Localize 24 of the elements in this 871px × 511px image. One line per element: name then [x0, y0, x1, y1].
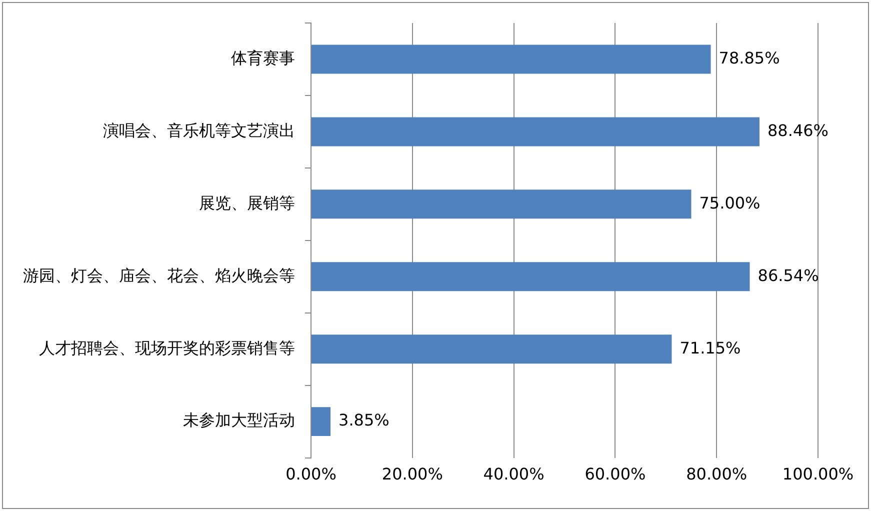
bar — [312, 190, 692, 219]
x-tick-label: 40.00% — [483, 464, 544, 484]
bar — [312, 117, 760, 146]
y-tick-label: 人才招聘会、现场开奖的彩票销售等 — [39, 338, 295, 358]
x-tick-label: 0.00% — [286, 464, 336, 484]
bar — [312, 44, 711, 74]
y-tick-label: 展览、展销等 — [199, 193, 295, 212]
x-tick-label: 100.00% — [782, 464, 854, 484]
x-tick-label: 80.00% — [686, 464, 748, 484]
data-label: 75.00% — [699, 193, 760, 212]
data-label: 88.46% — [767, 120, 829, 140]
y-tick-label: 体育赛事 — [231, 48, 295, 68]
bar — [312, 407, 331, 436]
data-label: 3.85% — [338, 410, 390, 430]
x-tick-label: 20.00% — [382, 464, 443, 484]
bar — [312, 334, 672, 364]
data-label: 71.15% — [680, 338, 741, 358]
x-tick-label: 60.00% — [584, 464, 646, 484]
data-label: 86.54% — [758, 266, 819, 285]
y-tick-label: 演唱会、音乐机等文艺演出 — [103, 120, 295, 140]
data-label: 78.85% — [718, 48, 780, 68]
y-tick-label: 未参加大型活动 — [183, 410, 295, 430]
bar — [312, 262, 750, 292]
y-tick-label: 游园、灯会、庙会、花会、焰火晚会等 — [23, 266, 295, 285]
